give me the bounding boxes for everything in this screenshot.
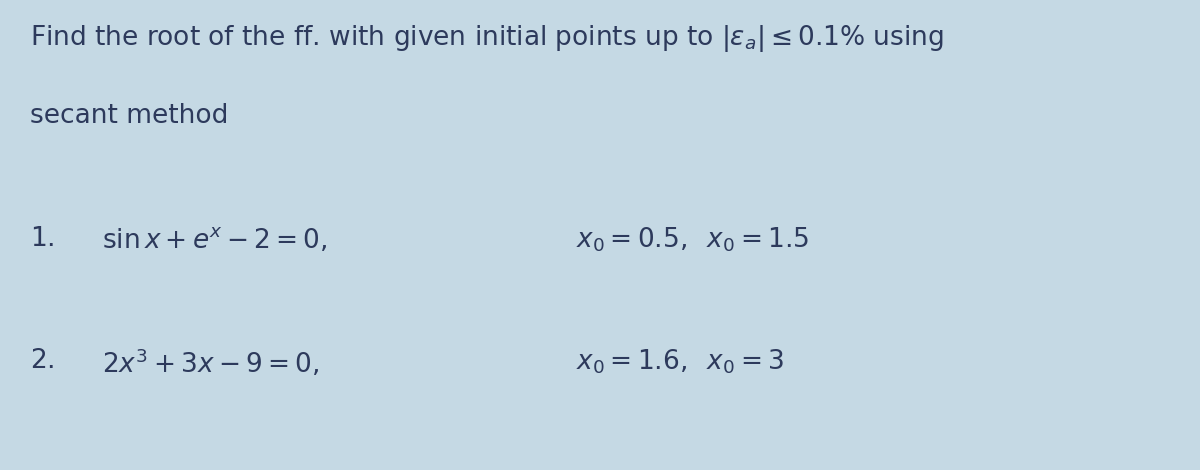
- Text: $2x^3 + 3x - 9 = 0,$: $2x^3 + 3x - 9 = 0,$: [102, 348, 319, 379]
- Text: $\sin x + e^x - 2 = 0,$: $\sin x + e^x - 2 = 0,$: [102, 226, 328, 254]
- Text: $\mathit{2.}$: $\mathit{2.}$: [30, 348, 54, 374]
- Text: secant method: secant method: [30, 103, 228, 129]
- Text: $\mathit{1.}$: $\mathit{1.}$: [30, 226, 54, 251]
- Text: $x_0 = 0.5, \;\; x_0 = 1.5$: $x_0 = 0.5, \;\; x_0 = 1.5$: [576, 226, 809, 254]
- Text: $x_0 = 1.6, \;\; x_0 = 3$: $x_0 = 1.6, \;\; x_0 = 3$: [576, 348, 784, 376]
- Text: Find the root of the ff. with given initial points up to $|\varepsilon_a| \leq 0: Find the root of the ff. with given init…: [30, 24, 943, 55]
